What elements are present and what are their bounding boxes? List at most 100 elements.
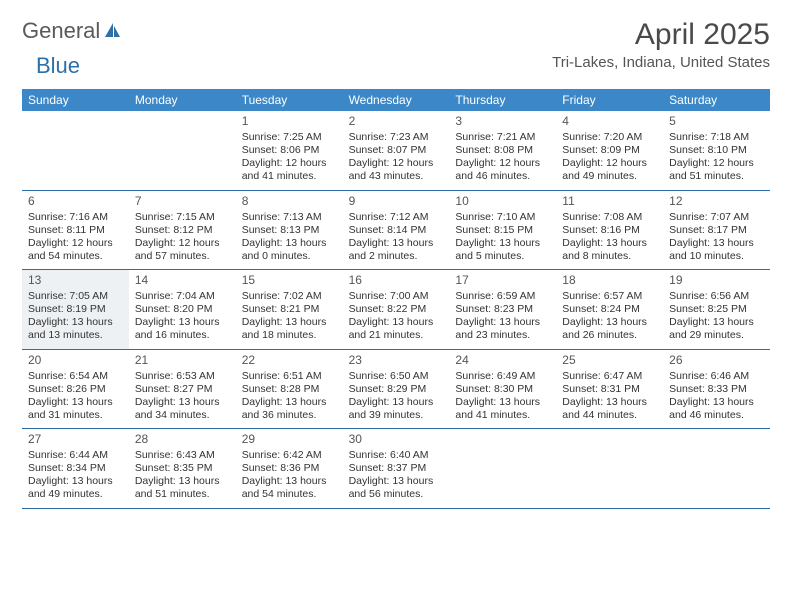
day-cell: 30Sunrise: 6:40 AMSunset: 8:37 PMDayligh… (343, 429, 450, 508)
sunset-text: Sunset: 8:33 PM (669, 383, 764, 396)
daylight-text: Daylight: 13 hours (135, 396, 230, 409)
daylight-text: Daylight: 13 hours (669, 237, 764, 250)
sunrise-text: Sunrise: 7:07 AM (669, 211, 764, 224)
sunrise-text: Sunrise: 6:42 AM (242, 449, 337, 462)
daylight-text: Daylight: 12 hours (669, 157, 764, 170)
day-number: 10 (455, 194, 550, 209)
day-number: 21 (135, 353, 230, 368)
day-number: 9 (349, 194, 444, 209)
sunset-text: Sunset: 8:25 PM (669, 303, 764, 316)
daylight-text: Daylight: 13 hours (28, 316, 123, 329)
day-number: 4 (562, 114, 657, 129)
sunset-text: Sunset: 8:23 PM (455, 303, 550, 316)
day-cell: 6Sunrise: 7:16 AMSunset: 8:11 PMDaylight… (22, 191, 129, 270)
empty-cell (449, 429, 556, 508)
day-cell: 18Sunrise: 6:57 AMSunset: 8:24 PMDayligh… (556, 270, 663, 349)
daylight-text: Daylight: 12 hours (349, 157, 444, 170)
sunrise-text: Sunrise: 7:05 AM (28, 290, 123, 303)
sunrise-text: Sunrise: 6:56 AM (669, 290, 764, 303)
sunrise-text: Sunrise: 7:23 AM (349, 131, 444, 144)
sunset-text: Sunset: 8:36 PM (242, 462, 337, 475)
daylight-text: Daylight: 13 hours (562, 316, 657, 329)
day-number: 11 (562, 194, 657, 209)
day-headers: SundayMondayTuesdayWednesdayThursdayFrid… (22, 89, 770, 111)
week-row: 27Sunrise: 6:44 AMSunset: 8:34 PMDayligh… (22, 429, 770, 509)
day-header: Saturday (663, 89, 770, 111)
daylight-text: and 43 minutes. (349, 170, 444, 183)
day-cell: 2 Sunrise: 7:23 AMSunset: 8:07 PMDaylight… (343, 111, 450, 190)
daylight-text: and 34 minutes. (135, 409, 230, 422)
daylight-text: and 23 minutes. (455, 329, 550, 342)
daylight-text: and 46 minutes. (455, 170, 550, 183)
sunrise-text: Sunrise: 7:18 AM (669, 131, 764, 144)
day-cell: 13Sunrise: 7:05 AMSunset: 8:19 PMDayligh… (22, 270, 129, 349)
day-cell: 24Sunrise: 6:49 AMSunset: 8:30 PMDayligh… (449, 350, 556, 429)
daylight-text: and 2 minutes. (349, 250, 444, 263)
sunset-text: Sunset: 8:28 PM (242, 383, 337, 396)
sunrise-text: Sunrise: 6:51 AM (242, 370, 337, 383)
daylight-text: and 49 minutes. (28, 488, 123, 501)
week-row: 6Sunrise: 7:16 AMSunset: 8:11 PMDaylight… (22, 191, 770, 271)
daylight-text: Daylight: 13 hours (455, 316, 550, 329)
sunrise-text: Sunrise: 6:57 AM (562, 290, 657, 303)
daylight-text: and 18 minutes. (242, 329, 337, 342)
daylight-text: Daylight: 13 hours (669, 316, 764, 329)
sunrise-text: Sunrise: 7:13 AM (242, 211, 337, 224)
day-cell: 21 Sunrise: 6:53 AMSunset: 8:27 PMDayligh… (129, 350, 236, 429)
sunset-text: Sunset: 8:27 PM (135, 383, 230, 396)
daylight-text: Daylight: 13 hours (349, 396, 444, 409)
sunset-text: Sunset: 8:13 PM (242, 224, 337, 237)
day-cell: 17Sunrise: 6:59 AMSunset: 8:23 PMDayligh… (449, 270, 556, 349)
daylight-text: and 51 minutes. (669, 170, 764, 183)
day-number: 30 (349, 432, 444, 447)
daylight-text: Daylight: 13 hours (455, 237, 550, 250)
daylight-text: and 8 minutes. (562, 250, 657, 263)
day-cell: 20Sunrise: 6:54 AMSunset: 8:26 PMDayligh… (22, 350, 129, 429)
day-header: Wednesday (343, 89, 450, 111)
day-cell: 12Sunrise: 7:07 AMSunset: 8:17 PMDayligh… (663, 191, 770, 270)
day-number: 22 (242, 353, 337, 368)
sunrise-text: Sunrise: 6:53 AM (135, 370, 230, 383)
day-cell: 22Sunrise: 6:51 AMSunset: 8:28 PMDayligh… (236, 350, 343, 429)
sunrise-text: Sunrise: 6:47 AM (562, 370, 657, 383)
day-number: 8 (242, 194, 337, 209)
day-number: 18 (562, 273, 657, 288)
day-cell: 14Sunrise: 7:04 AMSunset: 8:20 PMDayligh… (129, 270, 236, 349)
sunset-text: Sunset: 8:19 PM (28, 303, 123, 316)
daylight-text: Daylight: 13 hours (562, 396, 657, 409)
day-cell: 29Sunrise: 6:42 AMSunset: 8:36 PMDayligh… (236, 429, 343, 508)
day-number: 2 (349, 114, 444, 129)
day-cell: 7Sunrise: 7:15 AMSunset: 8:12 PMDaylight… (129, 191, 236, 270)
day-number: 17 (455, 273, 550, 288)
daylight-text: Daylight: 12 hours (242, 157, 337, 170)
day-number: 3 (455, 114, 550, 129)
day-cell: 1Sunrise: 7:25 AMSunset: 8:06 PMDaylight… (236, 111, 343, 190)
day-header: Friday (556, 89, 663, 111)
sunrise-text: Sunrise: 6:44 AM (28, 449, 123, 462)
day-number: 6 (28, 194, 123, 209)
day-cell: 26Sunrise: 6:46 AMSunset: 8:33 PMDayligh… (663, 350, 770, 429)
location: Tri-Lakes, Indiana, United States (552, 54, 770, 71)
daylight-text: Daylight: 12 hours (135, 237, 230, 250)
day-cell: 11Sunrise: 7:08 AMSunset: 8:16 PMDayligh… (556, 191, 663, 270)
empty-cell (663, 429, 770, 508)
sunset-text: Sunset: 8:07 PM (349, 144, 444, 157)
day-header: Thursday (449, 89, 556, 111)
sunset-text: Sunset: 8:09 PM (562, 144, 657, 157)
empty-cell (129, 111, 236, 190)
day-cell: 27Sunrise: 6:44 AMSunset: 8:34 PMDayligh… (22, 429, 129, 508)
day-cell: 10Sunrise: 7:10 AMSunset: 8:15 PMDayligh… (449, 191, 556, 270)
day-cell: 9Sunrise: 7:12 AMSunset: 8:14 PMDaylight… (343, 191, 450, 270)
day-number: 16 (349, 273, 444, 288)
sunset-text: Sunset: 8:29 PM (349, 383, 444, 396)
day-number: 27 (28, 432, 123, 447)
daylight-text: Daylight: 13 hours (455, 396, 550, 409)
daylight-text: and 57 minutes. (135, 250, 230, 263)
day-cell: 15Sunrise: 7:02 AMSunset: 8:21 PMDayligh… (236, 270, 343, 349)
day-number: 25 (562, 353, 657, 368)
sunrise-text: Sunrise: 6:49 AM (455, 370, 550, 383)
sunset-text: Sunset: 8:22 PM (349, 303, 444, 316)
daylight-text: Daylight: 13 hours (669, 396, 764, 409)
day-number: 24 (455, 353, 550, 368)
sunset-text: Sunset: 8:26 PM (28, 383, 123, 396)
